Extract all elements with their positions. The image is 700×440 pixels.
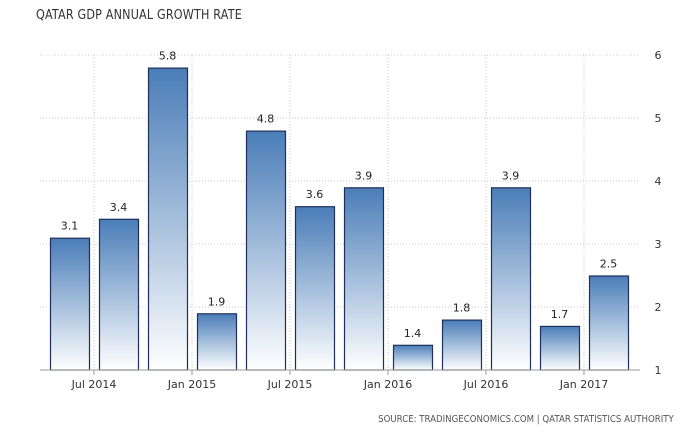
y-tick-label: 1 xyxy=(655,364,662,377)
x-tick-label: Jan 2016 xyxy=(363,378,412,391)
bar xyxy=(441,319,483,371)
data-label: 2.5 xyxy=(600,258,618,271)
data-label: 4.8 xyxy=(257,113,275,126)
data-label: 1.7 xyxy=(551,308,569,321)
data-label: 1.4 xyxy=(404,327,422,340)
y-tick-label: 4 xyxy=(655,175,662,188)
bar xyxy=(98,218,140,371)
bar xyxy=(49,237,91,371)
data-label: 3.4 xyxy=(110,201,128,214)
data-label: 3.9 xyxy=(502,169,520,182)
y-tick-label: 3 xyxy=(655,238,662,251)
data-labels: 3.1 3.4 5.8 1.9 4.8 3.6 3.9 1.4 1.8 3.9 1.7 2.5 xyxy=(61,50,618,340)
y-tick-label: 6 xyxy=(655,49,662,62)
x-tick-label: Jul 2014 xyxy=(71,378,117,391)
y-tick-label: 2 xyxy=(655,301,662,314)
x-tick-label: Jan 2017 xyxy=(559,378,608,391)
data-label: 1.8 xyxy=(453,302,471,315)
x-tick-label: Jul 2015 xyxy=(267,378,313,391)
bar xyxy=(294,206,336,371)
x-tick-label: Jan 2015 xyxy=(167,378,216,391)
y-tick-label: 5 xyxy=(655,112,662,125)
data-label: 3.9 xyxy=(355,169,373,182)
bar xyxy=(490,187,532,371)
bars xyxy=(49,67,630,371)
bar xyxy=(392,344,434,371)
x-tick-label: Jul 2016 xyxy=(463,378,509,391)
bar xyxy=(196,313,238,371)
data-label: 1.9 xyxy=(208,295,226,308)
bar xyxy=(343,187,385,371)
data-label: 5.8 xyxy=(159,50,177,63)
bar xyxy=(539,325,581,371)
y-axis: 1 2 3 4 5 6 xyxy=(655,49,662,377)
bar xyxy=(147,67,189,371)
bar xyxy=(245,130,287,371)
source-note: SOURCE: TRADINGECONOMICS.COM | QATAR STA… xyxy=(378,414,674,425)
data-label: 3.6 xyxy=(306,188,324,201)
bar xyxy=(588,275,630,371)
data-label: 3.1 xyxy=(61,220,79,233)
chart-title: QATAR GDP ANNUAL GROWTH RATE xyxy=(36,8,242,23)
x-axis: Jul 2014 Jan 2015 Jul 2015 Jan 2016 Jul 2016… xyxy=(40,369,640,391)
